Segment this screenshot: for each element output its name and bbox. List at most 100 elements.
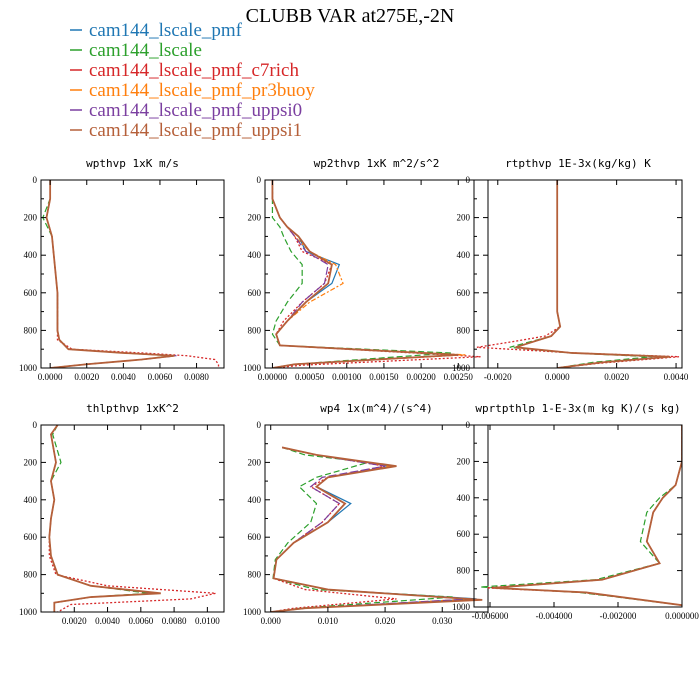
x-tick-label: 0.00000 xyxy=(258,372,288,382)
y-tick-label: 400 xyxy=(24,495,38,505)
x-tick-label: 0.0040 xyxy=(95,616,120,626)
x-tick-label: 0.010 xyxy=(318,616,339,626)
y-tick-label: 800 xyxy=(24,325,38,335)
y-tick-label: 0 xyxy=(257,175,262,185)
x-tick-label: 0.0080 xyxy=(162,616,187,626)
x-tick-label: 0.030 xyxy=(432,616,453,626)
y-tick-label: 600 xyxy=(457,288,471,298)
panel-title: wprtpthlp 1-E-3x(m kg K)/(s kg) xyxy=(475,402,680,415)
y-tick-label: 200 xyxy=(248,457,262,467)
x-tick-label: 0.0000 xyxy=(38,372,63,382)
series-line xyxy=(270,446,477,612)
plot-frame xyxy=(40,179,225,369)
x-tick-label: 0.00150 xyxy=(369,372,399,382)
series-line xyxy=(271,180,459,368)
legend-label: cam144_lscale_pmf_pr3buoy xyxy=(89,80,315,101)
y-tick-label: 600 xyxy=(457,529,471,539)
series-line xyxy=(271,180,459,368)
legend-label: cam144_lscale_pmf xyxy=(89,20,243,41)
series-line xyxy=(48,425,216,612)
y-tick-label: 600 xyxy=(24,288,38,298)
y-tick-label: 200 xyxy=(457,456,471,466)
x-tick-label: 0.0000 xyxy=(545,372,570,382)
chart-panel-3: rtpthvp 1E-3x(kg/kg) K 0 200 400 600 800 1000 -… xyxy=(452,157,689,382)
y-tick-label: 400 xyxy=(248,250,262,260)
series-line xyxy=(45,180,177,368)
series-line xyxy=(271,180,466,368)
x-tick-label: 0.0100 xyxy=(195,616,220,626)
series-line xyxy=(271,180,459,368)
series-line xyxy=(48,425,161,612)
series-line xyxy=(270,446,471,612)
y-tick-label: 800 xyxy=(248,570,262,580)
plot-frame xyxy=(40,424,225,613)
y-tick-label: 1000 xyxy=(452,363,471,373)
x-tick-label: 0.0020 xyxy=(74,372,99,382)
y-tick-label: 200 xyxy=(24,213,38,223)
series-line xyxy=(509,180,653,368)
y-tick-label: 200 xyxy=(24,457,38,467)
y-tick-label: 0 xyxy=(33,175,38,185)
x-tick-label: 0.0040 xyxy=(111,372,136,382)
series-line xyxy=(271,180,481,368)
y-tick-label: 600 xyxy=(248,288,262,298)
legend-entry: cam144_lscale_pmf_pr3buoy xyxy=(70,80,315,101)
y-tick-label: 200 xyxy=(457,213,471,223)
x-tick-label: 0.0020 xyxy=(604,372,629,382)
x-tick-label: -0.002000 xyxy=(600,611,637,621)
legend-label: cam144_lscale xyxy=(89,40,202,61)
series-line xyxy=(493,425,682,606)
x-tick-label: 0.020 xyxy=(375,616,396,626)
series-line xyxy=(270,446,483,612)
x-tick-label: -0.004000 xyxy=(536,611,573,621)
series-line xyxy=(270,446,397,612)
series-line xyxy=(48,425,150,612)
y-tick-label: 1000 xyxy=(243,363,262,373)
y-tick-label: 400 xyxy=(457,250,471,260)
legend-entry: cam144_lscale_pmf xyxy=(70,20,243,41)
x-tick-label: 0.00100 xyxy=(332,372,362,382)
x-tick-label: -0.006000 xyxy=(472,611,509,621)
x-tick-label: 0.000000 xyxy=(665,611,699,621)
x-tick-label: 0.00200 xyxy=(406,372,436,382)
y-tick-label: 1000 xyxy=(452,602,471,612)
series-line xyxy=(493,425,682,606)
legend-entry: cam144_lscale xyxy=(70,40,202,61)
series-line xyxy=(45,180,175,368)
series-line xyxy=(45,180,173,368)
y-tick-label: 1000 xyxy=(243,607,262,617)
legend-entry: cam144_lscale_pmf_uppsi1 xyxy=(70,120,302,141)
y-tick-label: 0 xyxy=(33,420,38,430)
y-tick-label: 1000 xyxy=(19,363,38,373)
series-line xyxy=(476,180,680,368)
panel-title: wpthvp 1xK m/s xyxy=(86,157,179,170)
series-line xyxy=(493,425,682,607)
chart-panel-4: thlpthvp 1xK^2 0 200 400 600 800 1000 0.0020 0.0… xyxy=(19,402,225,626)
plot-frame xyxy=(473,179,683,369)
y-tick-label: 400 xyxy=(248,495,262,505)
x-tick-label: 0.0080 xyxy=(184,372,209,382)
series-line xyxy=(48,425,158,612)
y-tick-label: 800 xyxy=(24,570,38,580)
y-tick-label: 0 xyxy=(466,175,471,185)
x-tick-label: 0.00250 xyxy=(444,372,474,382)
x-tick-label: 0.000 xyxy=(261,616,282,626)
x-tick-label: 0.0020 xyxy=(62,616,87,626)
series-line xyxy=(271,180,451,368)
y-tick-label: 600 xyxy=(24,532,38,542)
series-line xyxy=(42,180,172,368)
panel-title: wp2thvp 1xK m^2/s^2 xyxy=(314,157,440,170)
y-tick-label: 400 xyxy=(457,493,471,503)
x-tick-label: 0.0060 xyxy=(128,616,153,626)
y-tick-label: 1000 xyxy=(19,607,38,617)
plot-frame xyxy=(473,424,683,608)
y-tick-label: 800 xyxy=(248,325,262,335)
x-tick-label: -0.0020 xyxy=(484,372,512,382)
series-line xyxy=(45,180,220,368)
y-tick-label: 600 xyxy=(248,532,262,542)
legend-entry: cam144_lscale_pmf_uppsi0 xyxy=(70,100,302,121)
